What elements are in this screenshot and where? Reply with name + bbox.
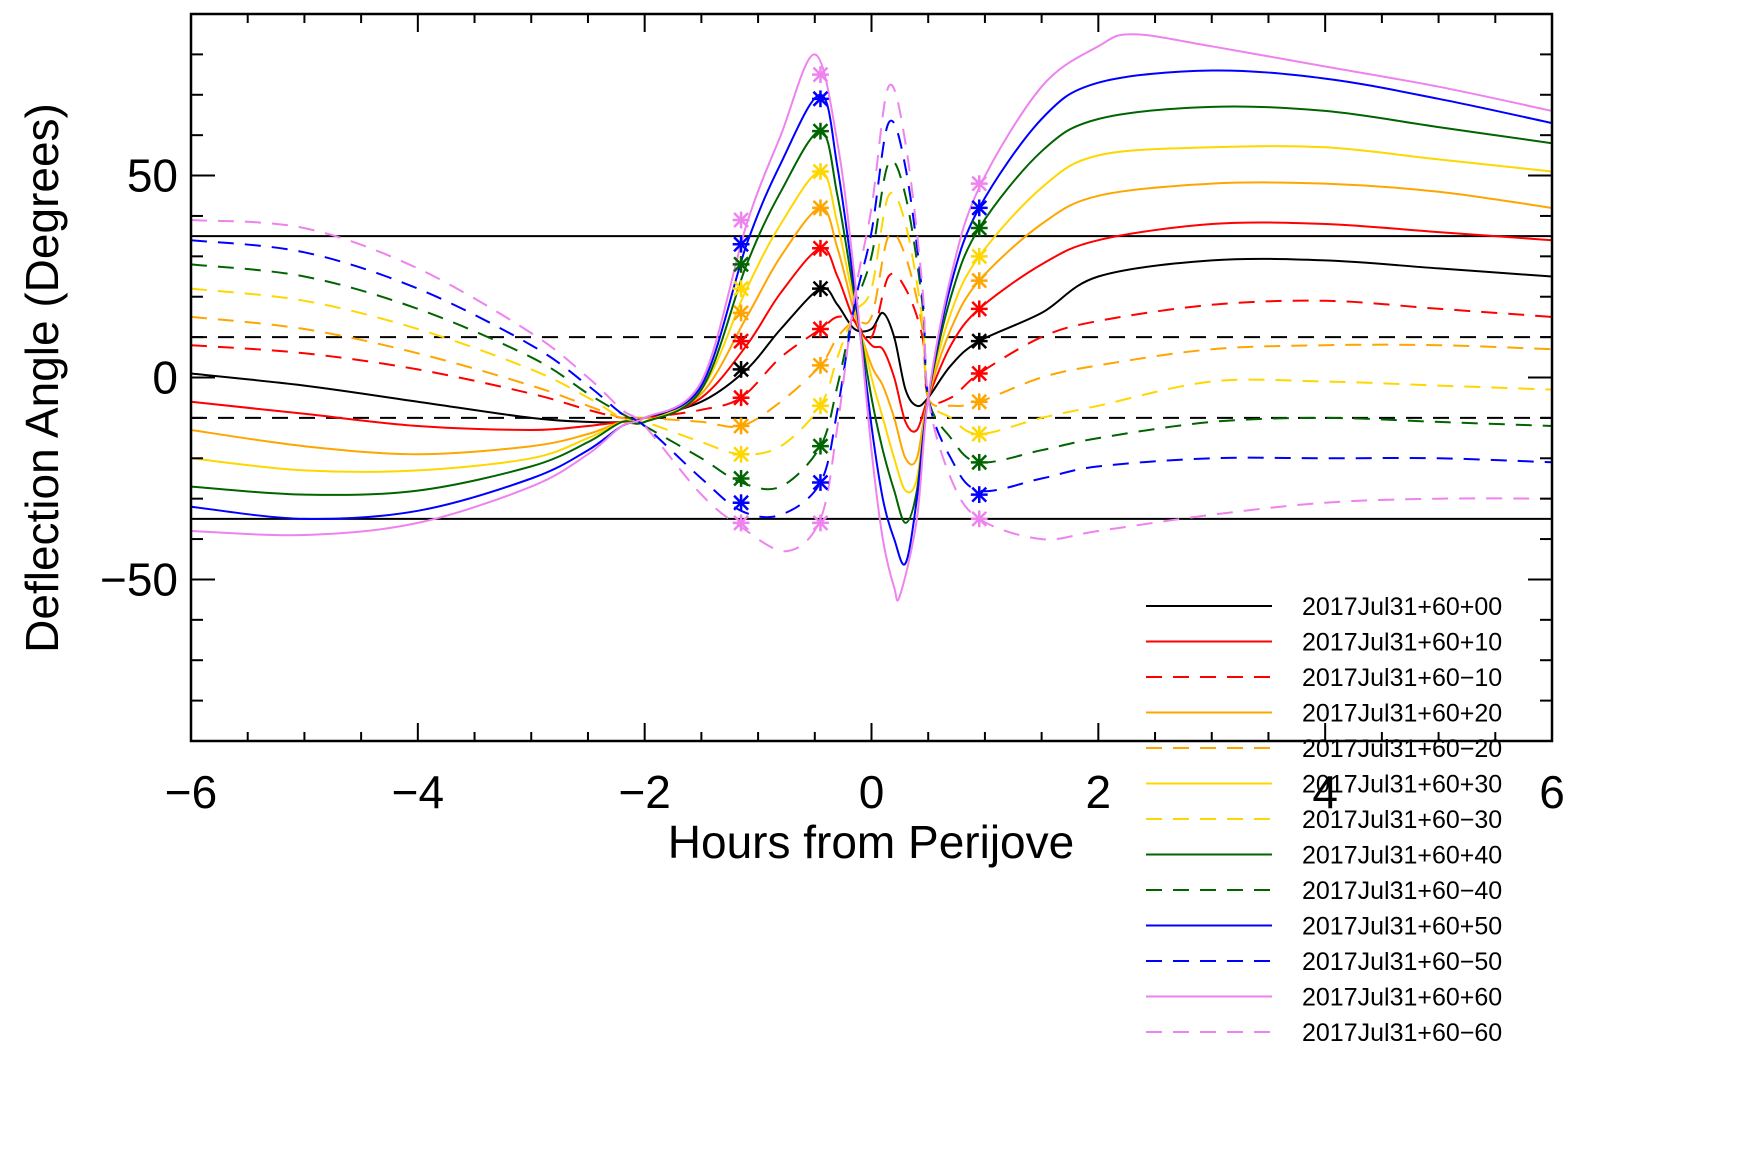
legend-label: 2017Jul31+60+20 — [1302, 700, 1502, 728]
legend-item: 2017Jul31+60−30 — [1146, 806, 1502, 834]
series-line-1 — [191, 221, 1552, 433]
legend-label: 2017Jul31+60−30 — [1302, 806, 1502, 834]
y-tick-label: −50 — [100, 553, 178, 605]
series-marker-7-1 — [812, 122, 829, 140]
series-marker-9-2 — [970, 199, 988, 217]
series-line-4 — [191, 231, 1552, 428]
legend: 2017Jul31+60+00 2017Jul31+60+10 2017Jul31+… — [1146, 593, 1502, 1047]
series-marker-8-2 — [970, 453, 988, 471]
series-line-0 — [191, 257, 1552, 424]
series-marker-2-2 — [970, 365, 988, 382]
series-marker-3-1 — [812, 199, 829, 217]
legend-item: 2017Jul31+60+20 — [1146, 700, 1502, 728]
x-tick-label: −2 — [618, 766, 670, 818]
x-tick-label: 0 — [859, 766, 885, 818]
series-marker-11-1 — [812, 66, 829, 83]
series-marker-10-1 — [812, 474, 829, 491]
series-marker-3-2 — [970, 272, 988, 289]
legend-item: 2017Jul31+60−50 — [1146, 948, 1502, 976]
series-marker-9-0 — [732, 235, 750, 253]
series-line-12 — [191, 83, 1552, 553]
x-tick-label: 6 — [1539, 766, 1565, 818]
y-axis-title: Deflection Angle (Degrees) — [16, 103, 68, 653]
legend-item: 2017Jul31+60+50 — [1146, 913, 1502, 941]
legend-label: 2017Jul31+60+40 — [1302, 842, 1502, 870]
series-marker-10-0 — [732, 494, 750, 512]
legend-item: 2017Jul31+60−10 — [1146, 664, 1502, 692]
series-marker-3-0 — [732, 304, 750, 322]
legend-label: 2017Jul31+60+10 — [1302, 629, 1502, 657]
series-marker-12-0 — [732, 514, 750, 532]
series-marker-9-1 — [812, 90, 829, 108]
series-marker-1-0 — [732, 332, 750, 350]
series-line-5 — [191, 145, 1552, 494]
x-tick-label: −4 — [392, 766, 444, 818]
series-line-7 — [191, 105, 1552, 524]
legend-item: 2017Jul31+60+00 — [1146, 593, 1502, 621]
legend-label: 2017Jul31+60+60 — [1302, 984, 1502, 1012]
series-line-3 — [191, 181, 1552, 466]
series-line-11 — [191, 33, 1552, 602]
series-marker-4-1 — [812, 356, 829, 374]
x-tick-label: 2 — [1086, 766, 1112, 818]
series-marker-5-0 — [732, 280, 750, 298]
series-line-8 — [191, 159, 1552, 491]
series-marker-6-0 — [732, 445, 750, 463]
legend-label: 2017Jul31+60−60 — [1302, 1019, 1502, 1047]
y-tick-label: 0 — [152, 352, 178, 404]
series-line-9 — [191, 69, 1552, 566]
legend-label: 2017Jul31+60−10 — [1302, 664, 1502, 692]
series-marker-11-0 — [732, 211, 750, 229]
series-line-6 — [191, 191, 1552, 456]
series-marker-4-0 — [732, 417, 750, 435]
series-marker-5-2 — [970, 247, 988, 265]
series-lines — [191, 33, 1552, 602]
legend-item: 2017Jul31+60−40 — [1146, 877, 1502, 905]
series-marker-1-1 — [812, 239, 829, 257]
series-marker-0-1 — [812, 280, 829, 298]
x-tick-label: −6 — [165, 766, 217, 818]
legend-item: 2017Jul31+60+40 — [1146, 842, 1502, 870]
series-line-2 — [191, 272, 1552, 420]
series-marker-7-2 — [970, 219, 988, 237]
legend-label: 2017Jul31+60+30 — [1302, 771, 1502, 799]
legend-label: 2017Jul31+60−20 — [1302, 735, 1502, 763]
series-marker-8-0 — [732, 470, 750, 487]
y-tick-label: 50 — [127, 150, 178, 202]
legend-label: 2017Jul31+60+50 — [1302, 913, 1502, 941]
axes: −6 −4 −2 0 2 4 6 −50 0 50 — [100, 12, 1565, 818]
series-marker-5-1 — [812, 163, 829, 180]
series-marker-2-0 — [732, 389, 750, 407]
x-axis-title: Hours from Perijove — [668, 816, 1074, 868]
series-marker-4-2 — [970, 393, 988, 411]
series-marker-6-2 — [970, 425, 988, 443]
series-marker-12-1 — [812, 514, 829, 532]
legend-label: 2017Jul31+60−50 — [1302, 948, 1502, 976]
series-marker-0-2 — [970, 332, 988, 350]
legend-item: 2017Jul31+60+30 — [1146, 771, 1502, 799]
series-marker-6-1 — [812, 397, 829, 415]
series-marker-12-2 — [970, 510, 988, 528]
legend-label: 2017Jul31+60−40 — [1302, 877, 1502, 905]
legend-label: 2017Jul31+60+00 — [1302, 593, 1502, 621]
series-marker-2-1 — [812, 320, 829, 338]
series-marker-0-0 — [732, 361, 750, 378]
series-marker-7-0 — [732, 256, 750, 273]
series-marker-10-2 — [970, 486, 988, 504]
legend-item: 2017Jul31+60+60 — [1146, 984, 1502, 1012]
x-tick-label: 4 — [1312, 766, 1338, 818]
legend-item: 2017Jul31+60−20 — [1146, 735, 1502, 763]
series-marker-1-2 — [970, 300, 988, 318]
series-marker-11-2 — [970, 175, 988, 193]
legend-item: 2017Jul31+60−60 — [1146, 1019, 1502, 1047]
legend-item: 2017Jul31+60+10 — [1146, 629, 1502, 657]
series-line-10 — [191, 119, 1552, 519]
series-marker-8-1 — [812, 437, 829, 455]
series-markers — [732, 66, 988, 532]
